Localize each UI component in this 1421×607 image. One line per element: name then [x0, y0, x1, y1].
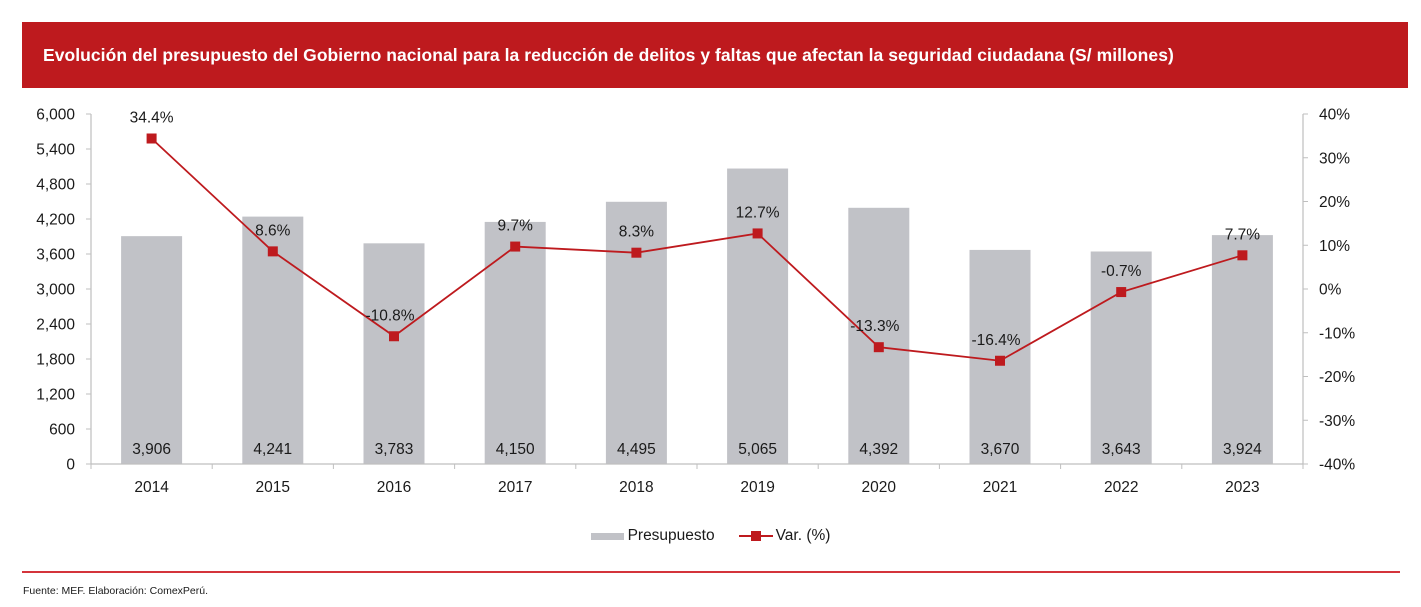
- legend-item-presupuesto: Presupuesto: [590, 527, 715, 545]
- legend-item-variacion: Var. (%): [738, 527, 831, 545]
- bar-value-label: 4,392: [859, 441, 898, 458]
- right-tick-label: 10%: [1319, 238, 1350, 255]
- x-tick-label: 2015: [256, 479, 290, 496]
- variation-marker-2018: [631, 247, 642, 258]
- bar-value-label: 3,906: [132, 441, 171, 458]
- right-tick-label: -10%: [1319, 325, 1355, 342]
- left-tick-label: 1,200: [36, 387, 75, 404]
- right-tick-label: -30%: [1319, 413, 1355, 430]
- variation-marker-2020: [873, 342, 884, 353]
- x-tick-label: 2022: [1104, 479, 1138, 496]
- variation-marker-2022: [1116, 287, 1127, 298]
- bar-2016: [363, 243, 425, 464]
- left-tick-label: 2,400: [36, 317, 75, 334]
- bar-value-label: 3,783: [375, 441, 414, 458]
- variation-value-label: -0.7%: [1101, 263, 1142, 280]
- bar-value-label: 4,495: [617, 441, 656, 458]
- right-tick-label: -20%: [1319, 369, 1355, 386]
- variation-value-label: 12.7%: [736, 204, 780, 221]
- variation-value-label: -10.8%: [365, 307, 414, 324]
- left-tick-label: 600: [49, 422, 75, 439]
- left-tick-label: 3,600: [36, 247, 75, 264]
- bar-value-label: 3,924: [1223, 441, 1262, 458]
- bar-2015: [242, 216, 304, 464]
- variation-line: [150, 137, 1243, 362]
- left-tick-label: 5,400: [36, 142, 75, 159]
- labels-layer: 3,906 4,241 3,783 4,150 4,495 5,065 4,392 3,670…: [130, 110, 1263, 459]
- variation-value-label: 8.6%: [255, 222, 291, 239]
- x-tick-label: 2016: [377, 479, 411, 496]
- x-tick-label: 2017: [498, 479, 532, 496]
- legend-line-marker-icon: [738, 530, 773, 542]
- bar-value-label: 4,150: [496, 441, 535, 458]
- legend-label-presupuesto: Presupuesto: [627, 527, 715, 544]
- variation-marker-2014: [146, 133, 157, 144]
- bar-value-label: 5,065: [738, 441, 777, 458]
- variation-value-label: 9.7%: [498, 218, 534, 235]
- variation-marker-2016: [389, 331, 399, 342]
- variation-marker-2023: [1237, 250, 1248, 261]
- x-tick-label: 2019: [740, 479, 774, 496]
- x-tick-label: 2023: [1225, 479, 1259, 496]
- left-tick-label: 6,000: [36, 107, 75, 124]
- variation-value-label: -16.4%: [971, 332, 1020, 349]
- variation-value-label: 7.7%: [1225, 226, 1261, 243]
- right-tick-label: 30%: [1319, 150, 1350, 167]
- legend-label-variacion: Var. (%): [775, 527, 831, 544]
- bar-2018: [605, 201, 667, 464]
- footer-divider: [22, 571, 1400, 573]
- bar-2023: [1211, 235, 1273, 464]
- variation-marker-2017: [510, 241, 521, 252]
- left-tick-label: 3,000: [36, 282, 75, 299]
- bar-2019: [727, 168, 789, 464]
- x-tick-label: 2020: [862, 479, 897, 496]
- bar-2014: [121, 236, 183, 464]
- bars-layer: [121, 168, 1273, 465]
- left-tick-label: 0: [66, 457, 75, 474]
- legend: Presupuesto Var. (%): [0, 527, 1421, 545]
- right-tick-label: 0%: [1319, 282, 1342, 299]
- line-layer: [146, 133, 1248, 366]
- right-tick-label: 20%: [1319, 194, 1350, 211]
- legend-bar-swatch-icon: [590, 532, 624, 540]
- source-note: Fuente: MEF. Elaboración: ComexPerú.: [23, 585, 209, 597]
- left-tick-label: 1,800: [36, 352, 75, 369]
- bar-value-label: 4,241: [253, 441, 292, 458]
- bar-2020: [848, 207, 910, 465]
- variation-value-label: 8.3%: [619, 224, 655, 241]
- axes-layer: 0 600 1,200 1,800 2,400 3,000 3,600 4,200 4,800 5…: [36, 107, 1355, 497]
- bar-2017: [484, 221, 546, 464]
- right-tick-label: 40%: [1319, 107, 1350, 124]
- bar-value-label: 3,670: [981, 441, 1020, 458]
- bar-value-label: 3,643: [1102, 441, 1141, 458]
- x-tick-label: 2021: [983, 479, 1017, 496]
- left-tick-label: 4,800: [36, 177, 75, 194]
- chart-title: Evolución del presupuesto del Gobierno n…: [43, 44, 1174, 65]
- variation-value-label: 34.4%: [130, 110, 174, 127]
- left-tick-label: 4,200: [36, 212, 75, 229]
- variation-value-label: -13.3%: [850, 318, 899, 335]
- bar-2022: [1090, 251, 1152, 464]
- variation-marker-2019: [752, 228, 763, 239]
- x-tick-label: 2018: [619, 479, 653, 496]
- x-tick-label: 2014: [134, 479, 169, 496]
- variation-marker-2015: [267, 246, 278, 257]
- chart-title-bar: Evolución del presupuesto del Gobierno n…: [22, 22, 1408, 88]
- right-tick-label: -40%: [1319, 457, 1355, 474]
- variation-marker-2021: [995, 355, 1005, 366]
